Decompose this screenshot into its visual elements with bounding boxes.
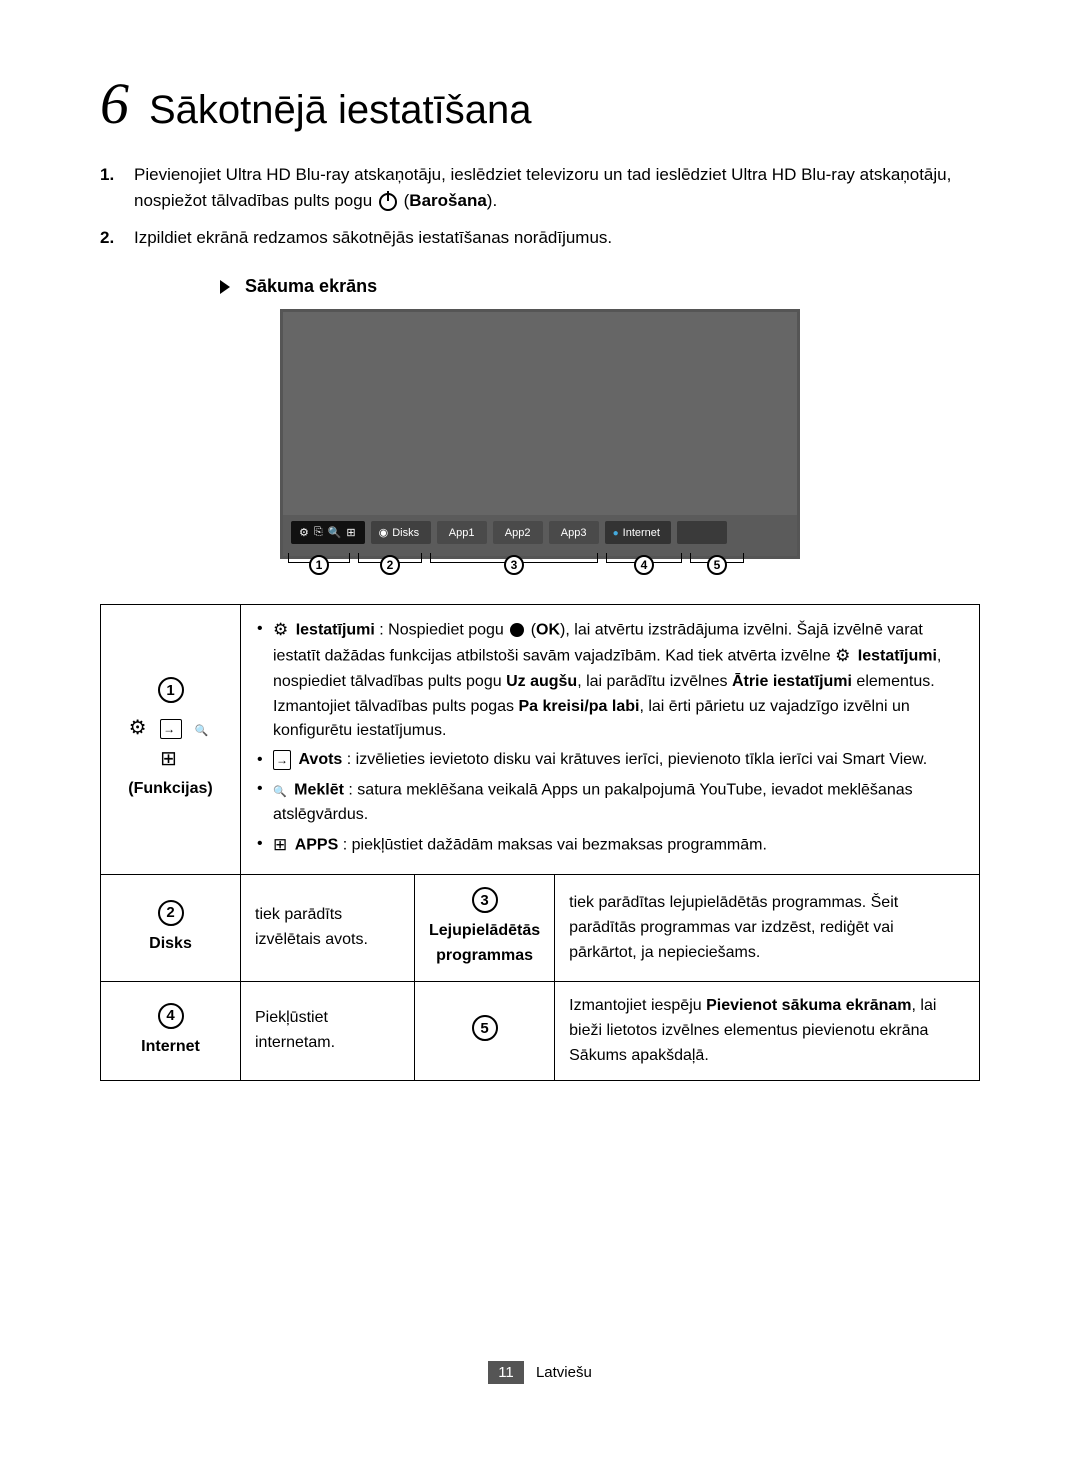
- row1-num: 1: [158, 677, 184, 703]
- tile-blank: [677, 521, 727, 544]
- callout-1: 1: [288, 553, 350, 563]
- source-icon: [314, 526, 324, 539]
- settings-t1: : Nospiediet pogu: [375, 621, 508, 638]
- screen-frame: Disks App1 App2 App3 Internet: [280, 309, 800, 559]
- instruction-step-2: Izpildiet ekrānā redzamos sākotnējās ies…: [100, 225, 980, 251]
- chapter-heading: 6 Sākotnējā iestatīšana: [100, 70, 980, 137]
- table-row-1: 1 → (Funkcijas) Iestatījumi : Nospiediet…: [101, 605, 980, 875]
- apps-bold: APPS: [295, 836, 339, 853]
- triangle-icon: [220, 280, 230, 294]
- row2-left-text: tiek parādīts izvēlētais avots.: [241, 875, 415, 982]
- gear-icon: [299, 526, 310, 539]
- screen-bottom-bar: Disks App1 App2 App3 Internet: [283, 515, 797, 556]
- source-text: : izvēlieties ievietoto disku vai krātuv…: [342, 751, 927, 768]
- row3-num-5: 5: [472, 1015, 498, 1041]
- callout-2: 2: [358, 553, 422, 563]
- table-row-3: 4 Internet Piekļūstiet internetam. 5 Izm…: [101, 981, 980, 1080]
- page-language: Latviešu: [536, 1364, 592, 1381]
- row1-item-source: → Avots : izvēlieties ievietoto disku va…: [255, 748, 965, 773]
- ok-label: OK: [536, 621, 560, 638]
- tile-disk: Disks: [371, 521, 431, 544]
- row3-right-label: 5: [414, 981, 554, 1080]
- search-icon: [328, 526, 343, 539]
- source-bold: Avots: [298, 751, 342, 768]
- instructions-list: Pievienojiet Ultra HD Blu-ray atskaņotāj…: [100, 162, 980, 251]
- row2-right-text: tiek parādītas lejupielādētās programmas…: [555, 875, 980, 982]
- chapter-title: Sākotnējā iestatīšana: [149, 88, 531, 133]
- step1-power-label: Barošana: [409, 191, 486, 210]
- tile-internet: Internet: [605, 521, 671, 544]
- row3-right-text: Izmantojiet iespēju Pievienot sākuma ekr…: [555, 981, 980, 1080]
- row1-content: Iestatījumi : Nospiediet pogu (OK), lai …: [241, 605, 980, 875]
- row1-label: 1 → (Funkcijas): [101, 605, 241, 875]
- apps-icon: [160, 748, 181, 770]
- quick-bold: Ātrie iestatījumi: [732, 673, 852, 690]
- globe-icon: [613, 527, 619, 539]
- callout-markers: 1 2 3 4 5: [280, 553, 800, 579]
- row2-disk-label: Disks: [149, 935, 192, 952]
- power-icon: [379, 193, 397, 211]
- page-footer: 11 Latviešu: [100, 1361, 980, 1384]
- row2-right-label: 3 Lejupielādētās programmas: [414, 875, 554, 982]
- row3-internet-label: Internet: [141, 1038, 200, 1055]
- settings-bold2: Iestatījumi: [858, 648, 937, 665]
- up-bold: Uz augšu: [506, 673, 577, 690]
- home-screen-diagram: Disks App1 App2 App3 Internet 1 2 3 4 5: [280, 309, 800, 579]
- tile-disk-label: Disks: [392, 527, 419, 539]
- instruction-step-1: Pievienojiet Ultra HD Blu-ray atskaņotāj…: [100, 162, 980, 215]
- search-icon: [195, 717, 213, 739]
- tile-app3: App3: [549, 521, 599, 544]
- settings-bold: Iestatījumi: [296, 621, 375, 638]
- row1-funcs-label: (Funkcijas): [128, 780, 212, 797]
- row3-num-4: 4: [158, 1003, 184, 1029]
- subheading: Sākuma ekrāns: [220, 276, 980, 297]
- row1-item-settings: Iestatījumi : Nospiediet pogu (OK), lai …: [255, 617, 965, 744]
- source-icon: →: [160, 719, 182, 740]
- gear-icon: [273, 617, 288, 643]
- callout-3: 3: [430, 553, 598, 563]
- tile-internet-label: Internet: [623, 527, 660, 539]
- tile-app1: App1: [437, 521, 487, 544]
- row2-num: 2: [158, 900, 184, 926]
- row3-left-label: 4 Internet: [101, 981, 241, 1080]
- row2-left-label: 2 Disks: [101, 875, 241, 982]
- search-text: : satura meklēšana veikalā Apps un pakal…: [273, 781, 913, 823]
- row1-item-search: Meklēt : satura meklēšana veikalā Apps u…: [255, 777, 965, 828]
- callout-num-2: 2: [380, 555, 400, 575]
- apps-icon: [273, 832, 287, 858]
- row3-left-text: Piekļūstiet internetam.: [241, 981, 415, 1080]
- callout-num-5: 5: [707, 555, 727, 575]
- description-table: 1 → (Funkcijas) Iestatījumi : Nospiediet…: [100, 604, 980, 1081]
- search-bold: Meklēt: [294, 781, 344, 798]
- tile-app2: App2: [493, 521, 543, 544]
- source-icon: →: [273, 750, 291, 771]
- disc-icon: [379, 526, 389, 539]
- apps-icon: [346, 526, 356, 539]
- step1-text-a: Pievienojiet Ultra HD Blu-ray atskaņotāj…: [134, 165, 951, 210]
- page-number: 11: [488, 1361, 524, 1384]
- row2-num-3: 3: [472, 887, 498, 913]
- table-row-2: 2 Disks tiek parādīts izvēlētais avots. …: [101, 875, 980, 982]
- callout-num-1: 1: [309, 555, 329, 575]
- gear-icon: [129, 717, 151, 739]
- row1-item-apps: APPS : piekļūstiet dažādām maksas vai be…: [255, 832, 965, 858]
- chapter-number: 6: [100, 70, 129, 137]
- apps-text: : piekļūstiet dažādām maksas vai bezmaks…: [338, 836, 767, 853]
- callout-num-3: 3: [504, 555, 524, 575]
- row1-iconrow: →: [115, 713, 226, 775]
- row3-r-b: Pievienot sākuma ekrānam: [706, 997, 911, 1014]
- callout-4: 4: [606, 553, 682, 563]
- callout-num-4: 4: [634, 555, 654, 575]
- row3-r-a: Izmantojiet iespēju: [569, 997, 706, 1014]
- settings-t4: , lai parādītu izvēlnes: [577, 673, 732, 690]
- callout-5: 5: [690, 553, 744, 563]
- tile-functions: [291, 521, 365, 544]
- lr-bold: Pa kreisi/pa labi: [518, 698, 639, 715]
- subheading-text: Sākuma ekrāns: [245, 276, 377, 296]
- step1-text-c: ).: [487, 191, 497, 210]
- gear-icon: [835, 643, 850, 669]
- search-icon: [273, 777, 287, 803]
- row2-downloads-label: Lejupielādētās programmas: [429, 922, 540, 964]
- ok-dot-icon: [510, 623, 524, 637]
